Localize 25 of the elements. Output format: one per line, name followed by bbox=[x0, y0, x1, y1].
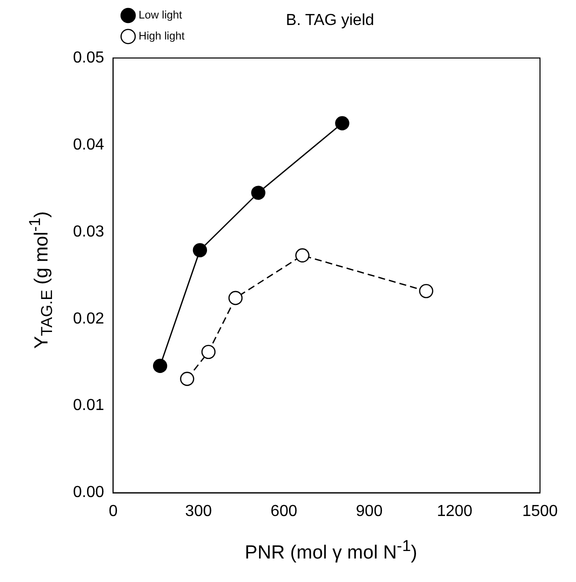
x-axis-title: PNR (mol γ mol N$^{-1}$) bbox=[244, 538, 418, 564]
point bbox=[201, 344, 216, 360]
x-tick-label: 900 bbox=[356, 502, 383, 520]
point bbox=[192, 243, 208, 258]
point bbox=[419, 284, 434, 298]
point bbox=[335, 116, 350, 130]
point bbox=[228, 290, 243, 306]
y-tick-label: 0.01 bbox=[73, 397, 104, 414]
y-tick-label: 0.05 bbox=[73, 49, 104, 66]
point bbox=[251, 186, 266, 200]
x-tick-label: 600 bbox=[270, 502, 298, 520]
legend-label: High light bbox=[138, 30, 184, 43]
x-tick-label: 1500 bbox=[522, 502, 558, 520]
x-tick-label: 1200 bbox=[436, 502, 473, 520]
legend-label: Low light bbox=[138, 10, 182, 22]
y-tick-label: 0.02 bbox=[73, 310, 104, 328]
point bbox=[180, 372, 194, 386]
y-tick-label: 0.00 bbox=[73, 484, 104, 502]
y-tick-label: 0.04 bbox=[73, 136, 104, 154]
chart-title: B. TAG yield bbox=[286, 12, 374, 29]
x-tick-label: 300 bbox=[185, 502, 212, 520]
point bbox=[152, 358, 168, 373]
point bbox=[295, 248, 310, 262]
y-tick-label: 0.03 bbox=[73, 223, 104, 240]
x-tick-label: 0 bbox=[108, 502, 118, 520]
